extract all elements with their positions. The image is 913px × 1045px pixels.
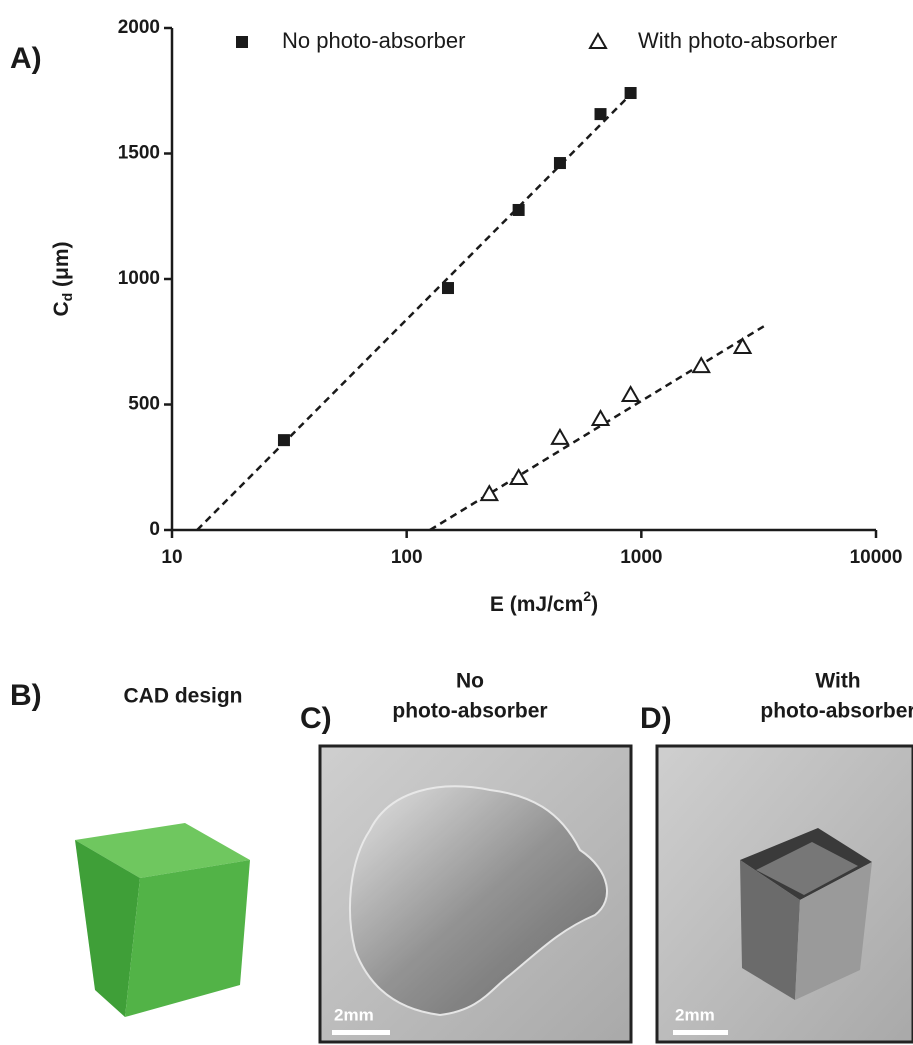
y-tick-label: 1000 (118, 268, 160, 289)
y-axis-label-part: C (50, 301, 73, 316)
chart: 0 500 1000 1500 2000 10 100 1000 10000 E (mJ/cm2)… (50, 17, 903, 616)
panel-title: photo-absorber (392, 700, 547, 723)
y-axis-label-part: (μm) (50, 241, 73, 292)
x-tick-label: 100 (391, 547, 423, 568)
panel-label: A) (10, 42, 42, 75)
point (625, 87, 637, 99)
point (593, 411, 609, 425)
y-tick-label: 2000 (118, 17, 160, 38)
y-tick-label: 0 (149, 519, 160, 540)
y-tick-label: 1500 (118, 143, 160, 164)
x-axis-label-part: E (mJ/cm (490, 593, 583, 616)
fit-line (430, 325, 766, 530)
x-tick-label: 1000 (620, 547, 662, 568)
figure: A) 0 500 1000 1500 2000 10 100 1000 10000 E (mJ/c… (0, 0, 913, 1045)
point (623, 387, 639, 401)
legend-label: No photo-absorber (282, 28, 465, 53)
x-axis-label-part: ) (591, 593, 598, 616)
y-axis-label-part: d (59, 293, 75, 302)
photo (320, 746, 631, 1042)
point (481, 486, 497, 500)
scale-bar-label: 2mm (334, 1005, 374, 1024)
y-axis-label: Cd (μm) (50, 241, 75, 316)
panel-label: B) (10, 679, 42, 712)
panel-label: D) (640, 702, 672, 735)
point (554, 157, 566, 169)
point (278, 434, 290, 446)
photo (657, 746, 913, 1042)
legend-marker (590, 34, 606, 48)
point (513, 204, 525, 216)
legend-label: With photo-absorber (638, 28, 837, 53)
point (595, 108, 607, 120)
legend-marker (236, 36, 248, 48)
fit-line (197, 90, 635, 530)
x-tick-label: 10 (161, 547, 182, 568)
panel-label: C) (300, 702, 332, 735)
panel-title: photo-absorber (760, 700, 913, 723)
y-tick-label: 500 (128, 394, 160, 415)
point (442, 282, 454, 294)
x-tick-label: 10000 (850, 547, 903, 568)
x-axis-label-part: 2 (583, 588, 591, 604)
point (735, 339, 751, 353)
panel-title: With (815, 670, 860, 693)
scale-bar-label: 2mm (675, 1005, 715, 1024)
point (552, 430, 568, 444)
x-axis-label: E (mJ/cm2) (490, 588, 598, 616)
cad-cube (75, 823, 250, 1017)
panel-title: No (456, 670, 484, 693)
panel-title: CAD design (123, 685, 242, 708)
